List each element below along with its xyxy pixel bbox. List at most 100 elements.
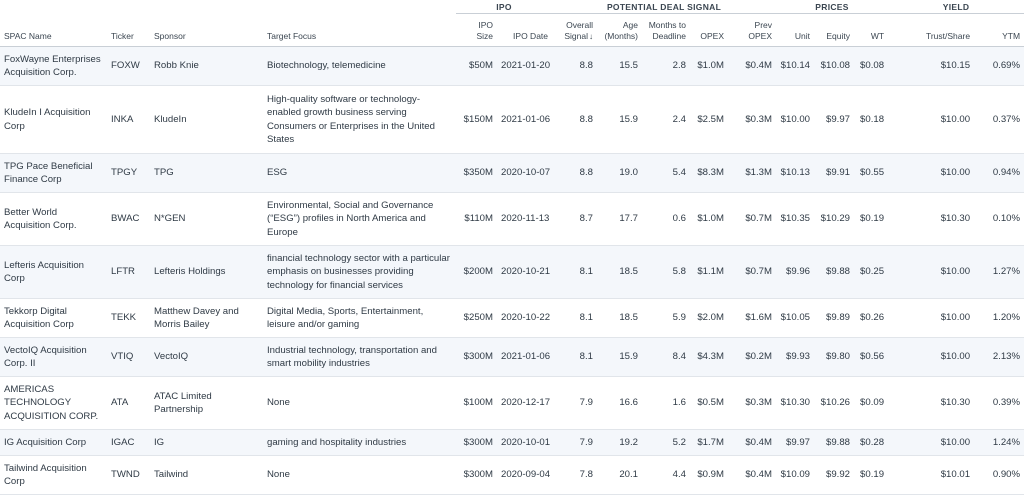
- cell-name: KludeIn I Acquisition Corp: [0, 85, 107, 154]
- cell-prev-opex: $1.3M: [728, 153, 777, 193]
- cell-age: 18.5: [597, 245, 643, 299]
- cell-unit: $10.35: [776, 192, 815, 246]
- cell-name: Better World Acquisition Corp.: [0, 192, 107, 246]
- cell-age: 15.9: [597, 85, 643, 154]
- col-header-ytm[interactable]: YTM: [974, 13, 1024, 47]
- cell-target: financial technology sector with a parti…: [263, 245, 456, 299]
- group-header-row: IPO POTENTIAL DEAL SIGNAL PRICES YIELD: [0, 0, 1024, 14]
- col-header-target[interactable]: Target Focus: [263, 13, 456, 47]
- table-row[interactable]: Tekkorp Digital Acquisition Corp TEKK Ma…: [0, 298, 1024, 338]
- cell-unit: $10.13: [776, 153, 815, 193]
- cell-age: 19.2: [597, 429, 643, 456]
- cell-ipo-date: 2020-12-17: [497, 376, 553, 430]
- cell-name: AMERICAS TECHNOLOGY ACQUISITION CORP.: [0, 376, 107, 430]
- cell-trust: $10.00: [888, 337, 975, 377]
- col-header-ipo-size[interactable]: IPO Size: [456, 13, 497, 47]
- cell-months-deadline: 4.4: [642, 455, 691, 495]
- col-header-months-deadline[interactable]: Months to Deadline: [642, 13, 691, 47]
- cell-ytm: 1.24%: [974, 429, 1024, 456]
- group-signal: POTENTIAL DEAL SIGNAL: [552, 0, 777, 14]
- cell-ipo-date: 2020-10-22: [497, 298, 553, 338]
- col-header-unit[interactable]: Unit: [776, 13, 815, 47]
- col-header-opex[interactable]: OPEX: [690, 13, 729, 47]
- cell-opex: $1.7M: [690, 429, 729, 456]
- cell-sponsor: Lefteris Holdings: [150, 245, 263, 299]
- cell-name: FoxWayne Enterprises Acquisition Corp.: [0, 46, 107, 86]
- cell-age: 16.6: [597, 376, 643, 430]
- cell-target: None: [263, 376, 456, 430]
- col-header-prev-opex[interactable]: Prev OPEX: [728, 13, 777, 47]
- cell-trust: $10.00: [888, 85, 975, 154]
- cell-sponsor: N*GEN: [150, 192, 263, 246]
- col-header-ipo-date[interactable]: IPO Date: [497, 13, 553, 47]
- cell-ipo-size: $200M: [456, 245, 497, 299]
- cell-ipo-date: 2020-10-21: [497, 245, 553, 299]
- cell-age: 15.9: [597, 337, 643, 377]
- cell-prev-opex: $0.7M: [728, 245, 777, 299]
- table-row[interactable]: TPG Pace Beneficial Finance Corp TPGY TP…: [0, 153, 1024, 193]
- cell-sponsor: TPG: [150, 153, 263, 193]
- group-prices: PRICES: [776, 0, 889, 14]
- cell-overall-signal: 8.7: [552, 192, 598, 246]
- table-row[interactable]: AMERICAS TECHNOLOGY ACQUISITION CORP. AT…: [0, 376, 1024, 430]
- table-row[interactable]: FoxWayne Enterprises Acquisition Corp. F…: [0, 46, 1024, 86]
- cell-ticker: TEKK: [107, 298, 150, 338]
- col-header-age[interactable]: Age (Months): [597, 13, 643, 47]
- col-header-ticker[interactable]: Ticker: [107, 13, 150, 47]
- col-header-sponsor[interactable]: Sponsor: [150, 13, 263, 47]
- cell-trust: $10.15: [888, 46, 975, 86]
- cell-months-deadline: 5.8: [642, 245, 691, 299]
- cell-ticker: IGAC: [107, 429, 150, 456]
- table-row[interactable]: IG Acquisition Corp IGAC IG gaming and h…: [0, 429, 1024, 456]
- col-header-equity[interactable]: Equity: [814, 13, 855, 47]
- cell-ticker: BWAC: [107, 192, 150, 246]
- cell-overall-signal: 7.8: [552, 455, 598, 495]
- group-ipo: IPO: [456, 0, 553, 14]
- table-row[interactable]: Tailwind Acquisition Corp TWND Tailwind …: [0, 455, 1024, 495]
- col-header-wt[interactable]: WT: [854, 13, 889, 47]
- cell-overall-signal: 7.9: [552, 376, 598, 430]
- cell-overall-signal: 8.8: [552, 46, 598, 86]
- table-row[interactable]: Better World Acquisition Corp. BWAC N*GE…: [0, 192, 1024, 246]
- cell-wt: $0.28: [854, 429, 889, 456]
- col-header-trust[interactable]: Trust/Share: [888, 13, 975, 47]
- col-header-overall-signal[interactable]: Overall Signal↓: [552, 13, 598, 47]
- cell-sponsor: IG: [150, 429, 263, 456]
- cell-ipo-size: $250M: [456, 298, 497, 338]
- cell-age: 15.5: [597, 46, 643, 86]
- cell-target: Biotechnology, telemedicine: [263, 46, 456, 86]
- sort-down-icon: ↓: [589, 32, 594, 41]
- col-header-name[interactable]: SPAC Name: [0, 13, 107, 47]
- table-row[interactable]: Lefteris Acquisition Corp LFTR Lefteris …: [0, 245, 1024, 299]
- cell-opex: $0.5M: [690, 376, 729, 430]
- cell-wt: $0.19: [854, 455, 889, 495]
- cell-overall-signal: 8.8: [552, 85, 598, 154]
- cell-prev-opex: $0.4M: [728, 46, 777, 86]
- cell-target: Industrial technology, transportation an…: [263, 337, 456, 377]
- cell-ipo-date: 2020-11-13: [497, 192, 553, 246]
- cell-wt: $0.56: [854, 337, 889, 377]
- table-row[interactable]: KludeIn I Acquisition Corp INKA KludeIn …: [0, 85, 1024, 154]
- cell-name: VectoIQ Acquisition Corp. II: [0, 337, 107, 377]
- table-row[interactable]: VectoIQ Acquisition Corp. II VTIQ VectoI…: [0, 337, 1024, 377]
- cell-wt: $0.08: [854, 46, 889, 86]
- cell-name: TPG Pace Beneficial Finance Corp: [0, 153, 107, 193]
- cell-sponsor: Robb Knie: [150, 46, 263, 86]
- cell-ipo-size: $350M: [456, 153, 497, 193]
- cell-ipo-date: 2020-10-01: [497, 429, 553, 456]
- cell-unit: $10.00: [776, 85, 815, 154]
- cell-ytm: 0.39%: [974, 376, 1024, 430]
- cell-sponsor: KludeIn: [150, 85, 263, 154]
- cell-overall-signal: 8.1: [552, 245, 598, 299]
- cell-months-deadline: 0.6: [642, 192, 691, 246]
- cell-wt: $0.55: [854, 153, 889, 193]
- cell-months-deadline: 8.4: [642, 337, 691, 377]
- cell-equity: $10.29: [814, 192, 855, 246]
- cell-ipo-date: 2020-09-04: [497, 455, 553, 495]
- cell-ipo-size: $150M: [456, 85, 497, 154]
- cell-ytm: 0.90%: [974, 455, 1024, 495]
- cell-unit: $10.05: [776, 298, 815, 338]
- cell-name: Tekkorp Digital Acquisition Corp: [0, 298, 107, 338]
- group-spacer: [0, 0, 456, 14]
